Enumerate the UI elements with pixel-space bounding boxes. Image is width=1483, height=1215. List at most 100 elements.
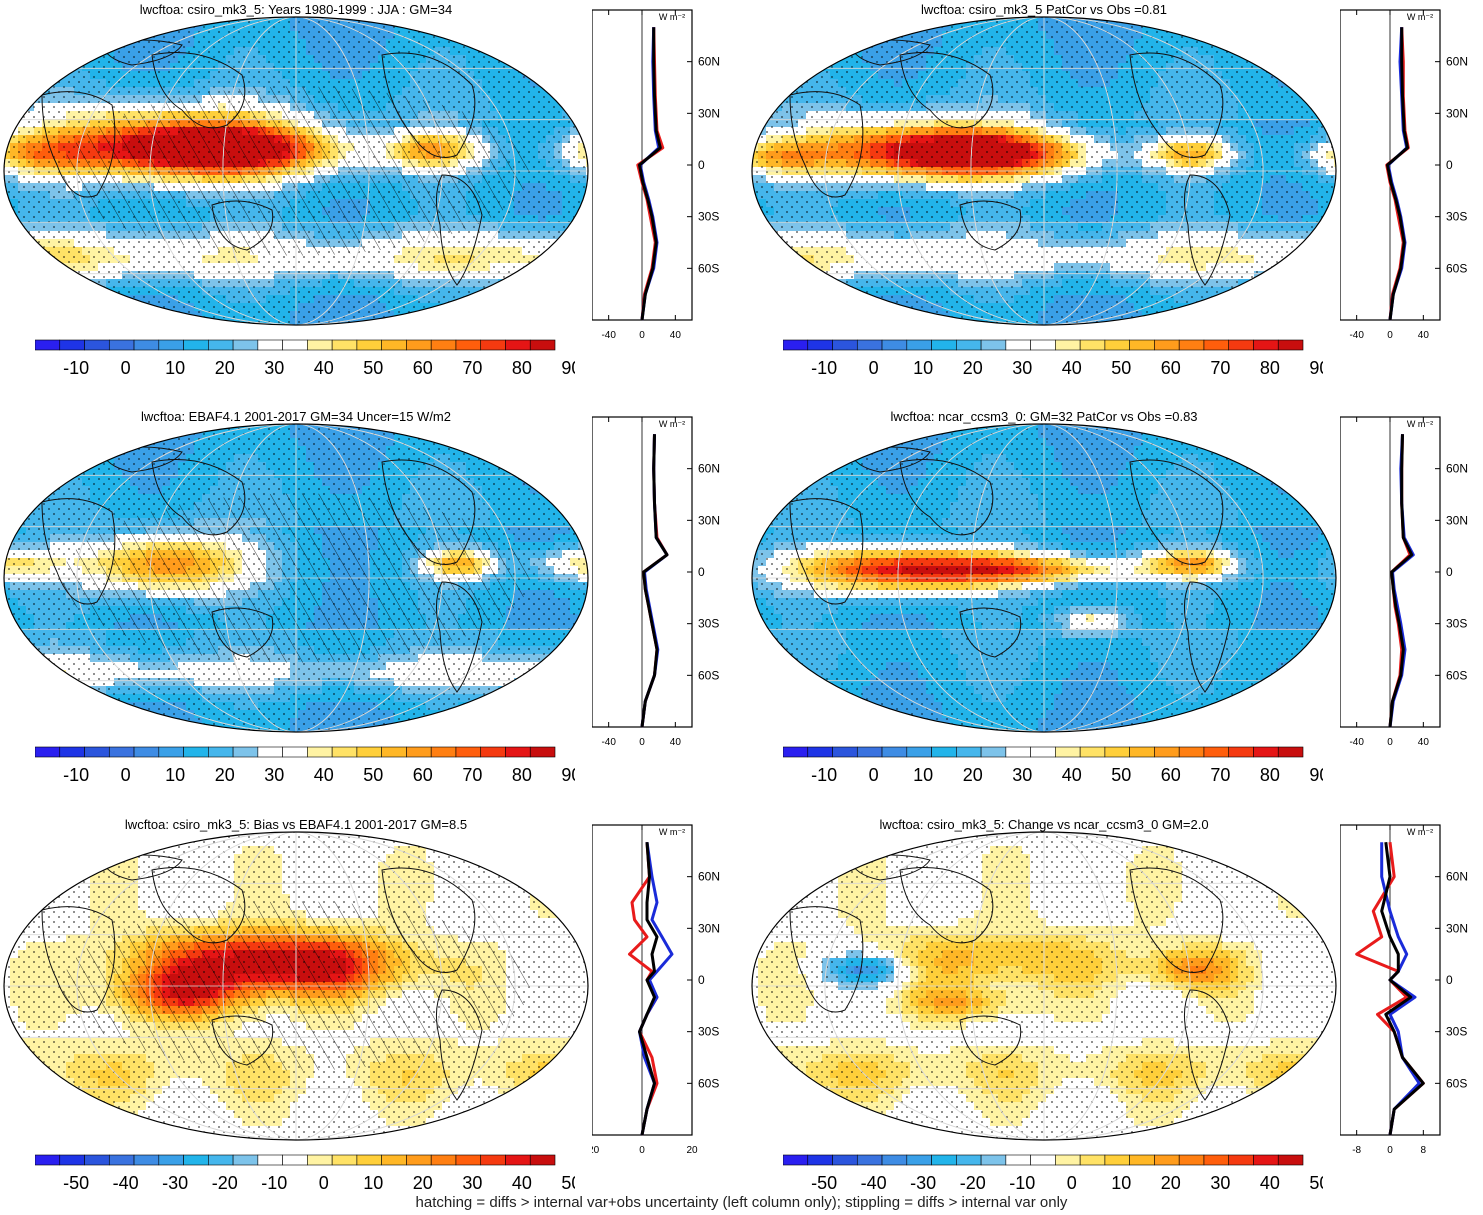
colorbar-segment bbox=[1253, 1154, 1279, 1166]
colorbar-segment bbox=[480, 746, 506, 758]
map-title: lwcftoa: csiro_mk3_5: Change vs ncar_ccs… bbox=[879, 817, 1209, 832]
colorbar-tick-label: 10 bbox=[165, 358, 185, 378]
colorbar-segment bbox=[133, 746, 160, 758]
colorbar-segment bbox=[505, 339, 531, 351]
colorbar-tick-label: 10 bbox=[913, 358, 933, 378]
profile-lat-label: 30S bbox=[1446, 617, 1467, 631]
colorbar-segment bbox=[232, 746, 259, 758]
colorbar-tick-label: 20 bbox=[963, 358, 983, 378]
colorbar: -50 -40 -30 -20 -10 0 10 20 30 40 50 bbox=[35, 1154, 575, 1193]
world-map bbox=[3, 16, 589, 326]
colorbar-segment bbox=[1228, 339, 1254, 351]
colorbar-tick-label: 10 bbox=[363, 1173, 383, 1193]
colorbar: -10 0 10 20 30 40 50 60 70 80 90 bbox=[35, 339, 575, 378]
colorbar-tick-label: 0 bbox=[869, 358, 879, 378]
colorbar-segment bbox=[1154, 1154, 1180, 1166]
colorbar-segment bbox=[406, 746, 432, 758]
colorbar-tick-label: 20 bbox=[1161, 1173, 1181, 1193]
colorbar-segment bbox=[832, 746, 858, 758]
colorbar-tick-label: 70 bbox=[1210, 358, 1230, 378]
colorbar-segment bbox=[430, 1154, 457, 1166]
colorbar: -10 0 10 20 30 40 50 60 70 80 90 bbox=[35, 746, 575, 785]
profile-lat-label: 60S bbox=[1446, 1076, 1467, 1090]
colorbar-segment bbox=[1178, 746, 1205, 758]
colorbar-segment bbox=[529, 1154, 556, 1166]
profile-unit-label: W m⁻² bbox=[1407, 419, 1433, 429]
colorbar-tick-label: 0 bbox=[319, 1173, 329, 1193]
colorbar-tick-label: 40 bbox=[314, 358, 334, 378]
colorbar-segment bbox=[381, 339, 407, 351]
colorbar-segment bbox=[783, 339, 809, 351]
zonal-profile: W m⁻² -40 0 40 60N 30N 0 30S 60S bbox=[592, 416, 720, 748]
profile-x-tick-label: 0 bbox=[1387, 330, 1393, 341]
colorbar-segment bbox=[158, 746, 184, 758]
colorbar-segment bbox=[832, 339, 858, 351]
colorbar-segment bbox=[1104, 339, 1130, 351]
colorbar-segment bbox=[529, 746, 556, 758]
colorbar-segment bbox=[307, 746, 333, 758]
colorbar-segment bbox=[455, 746, 482, 758]
colorbar-segment bbox=[1079, 339, 1106, 351]
colorbar-tick-label: 20 bbox=[963, 765, 983, 785]
profile-lat-label: 0 bbox=[698, 565, 705, 579]
map-title: lwcftoa: EBAF4.1 2001-2017 GM=34 Uncer=1… bbox=[141, 409, 451, 424]
colorbar-segment bbox=[1277, 746, 1304, 758]
colorbar-tick-label: -30 bbox=[910, 1173, 936, 1193]
colorbar-tick-label: 0 bbox=[869, 765, 879, 785]
colorbar-segment bbox=[856, 339, 883, 351]
colorbar-segment bbox=[282, 746, 308, 758]
colorbar-tick-label: 40 bbox=[1062, 765, 1082, 785]
colorbar-segment bbox=[956, 1154, 982, 1166]
colorbar: -10 0 10 20 30 40 50 60 70 80 90 bbox=[783, 339, 1323, 378]
colorbar-segment bbox=[1055, 746, 1081, 758]
profile-lat-label: 30N bbox=[698, 921, 720, 935]
colorbar-segment bbox=[331, 1154, 358, 1166]
colorbar-segment bbox=[956, 339, 982, 351]
colorbar-segment bbox=[1129, 746, 1155, 758]
colorbar-segment bbox=[1030, 746, 1056, 758]
profile-x-tick-label: 0 bbox=[639, 1145, 645, 1156]
map-title: lwcftoa: ncar_ccsm3_0: GM=32 PatCor vs O… bbox=[890, 409, 1198, 424]
profile-lat-label: 30S bbox=[1446, 210, 1467, 224]
colorbar-tick-label: 90 bbox=[1309, 358, 1323, 378]
map-title: lwcftoa: csiro_mk3_5: Bias vs EBAF4.1 20… bbox=[124, 817, 468, 832]
colorbar-segment bbox=[1079, 1154, 1106, 1166]
colorbar-segment bbox=[1178, 339, 1205, 351]
colorbar-tick-label: 80 bbox=[1260, 765, 1280, 785]
colorbar-segment bbox=[1104, 746, 1130, 758]
profile-lat-label: 60S bbox=[698, 1076, 719, 1090]
colorbar-tick-label: 70 bbox=[1210, 765, 1230, 785]
colorbar-segment bbox=[108, 1154, 135, 1166]
colorbar-segment bbox=[1253, 339, 1279, 351]
world-map bbox=[3, 423, 589, 733]
colorbar-tick-label: 30 bbox=[264, 765, 284, 785]
zonal-profile: W m⁻² -40 0 40 60N 30N 0 30S 60S bbox=[1340, 416, 1468, 748]
colorbar-segment bbox=[108, 746, 135, 758]
profile-unit-label: W m⁻² bbox=[1407, 827, 1433, 837]
profile-x-tick-label: 40 bbox=[1418, 330, 1430, 341]
colorbar-segment bbox=[208, 339, 234, 351]
colorbar-segment bbox=[1104, 1154, 1130, 1166]
colorbar-segment bbox=[1079, 746, 1106, 758]
colorbar-tick-label: -10 bbox=[811, 358, 837, 378]
colorbar-segment bbox=[430, 746, 457, 758]
colorbar-segment bbox=[807, 746, 833, 758]
map-title: lwcftoa: csiro_mk3_5 PatCor vs Obs =0.81 bbox=[920, 2, 1168, 17]
profile-lat-label: 30N bbox=[1446, 106, 1468, 120]
colorbar-segment bbox=[1203, 746, 1230, 758]
colorbar-tick-label: 80 bbox=[1260, 358, 1280, 378]
colorbar-segment bbox=[307, 339, 333, 351]
colorbar-tick-label: 60 bbox=[1161, 765, 1181, 785]
colorbar-tick-label: 10 bbox=[165, 765, 185, 785]
colorbar-segment bbox=[480, 1154, 506, 1166]
colorbar-segment bbox=[84, 339, 110, 351]
colorbar-tick-label: 90 bbox=[1309, 765, 1323, 785]
colorbar-segment bbox=[505, 1154, 531, 1166]
profile-x-tick-label: -40 bbox=[601, 737, 616, 748]
profile-lat-label: 60N bbox=[698, 870, 720, 884]
world-map bbox=[751, 423, 1337, 733]
colorbar-tick-label: 70 bbox=[462, 358, 482, 378]
profile-x-tick-label: -40 bbox=[1349, 737, 1364, 748]
profile-x-tick-label: 0 bbox=[1387, 737, 1393, 748]
colorbar-tick-label: 10 bbox=[1111, 1173, 1131, 1193]
